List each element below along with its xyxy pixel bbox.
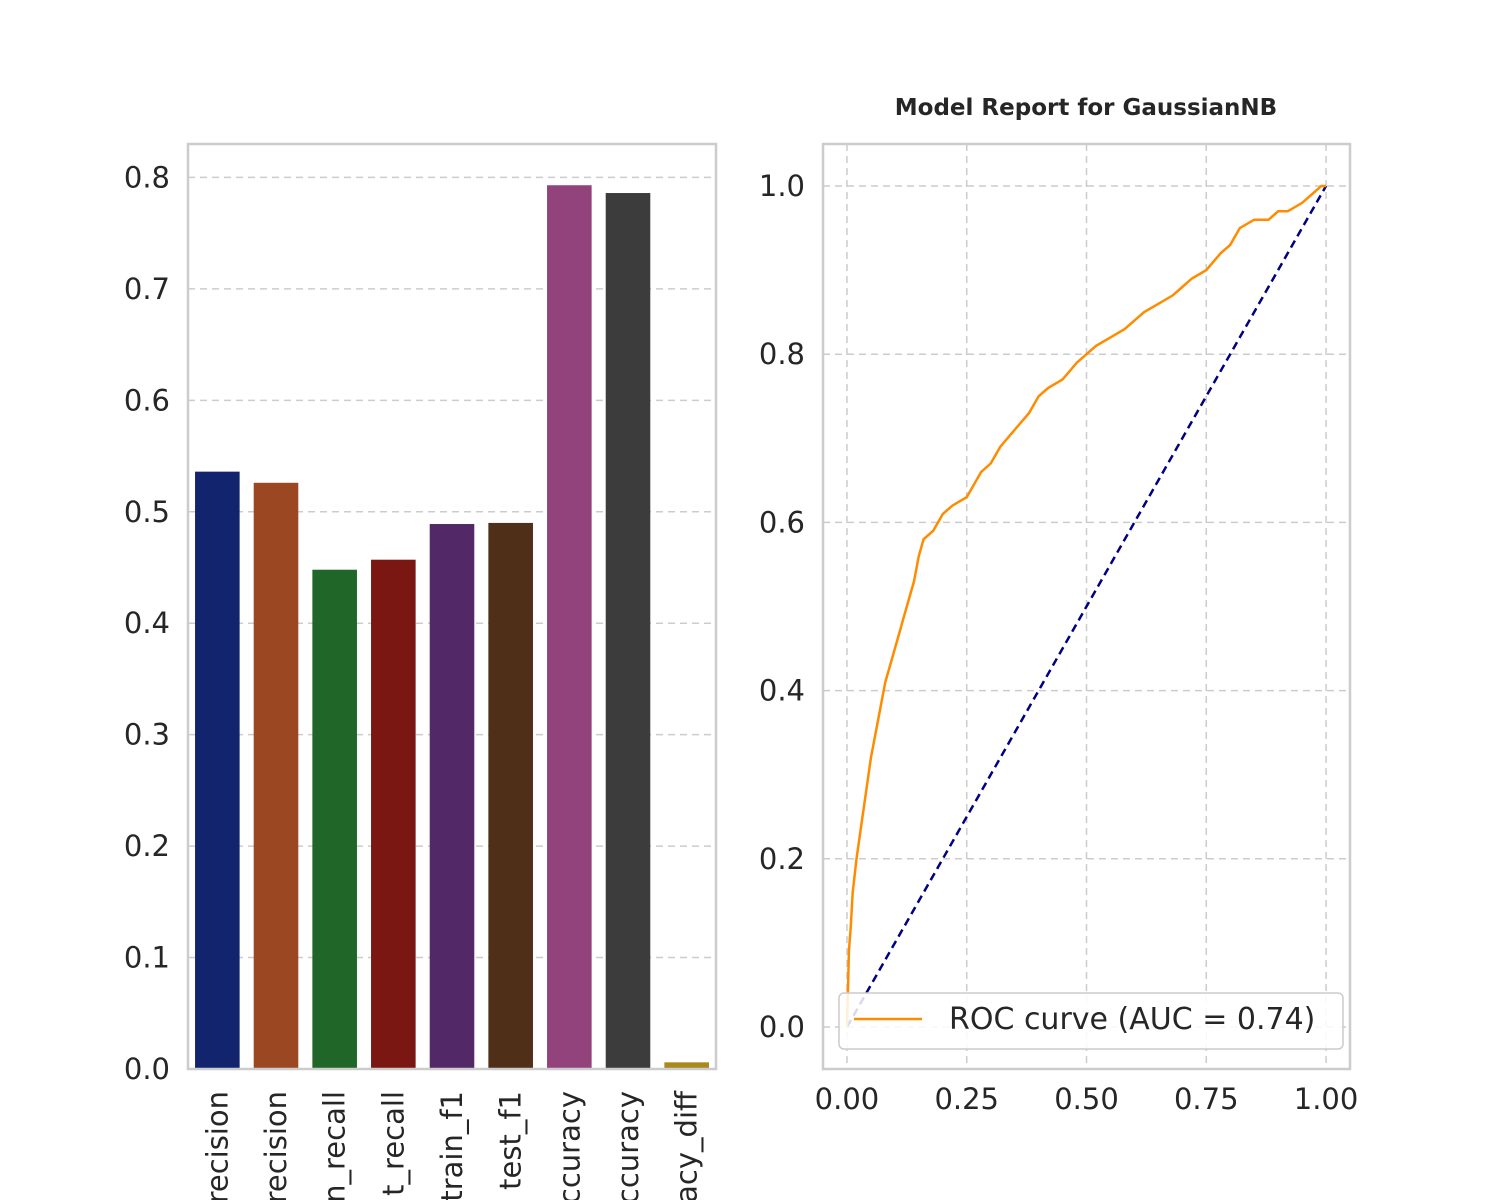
roc-chart-x-tick-label: 0.75 [1174,1082,1239,1116]
bar-chart-x-ticks: recision recision n_recall t_recall train_f1… [200,1090,703,1200]
roc-chart-lines [845,184,1328,1028]
bar-chart-y-tick-label: 0.0 [124,1052,170,1086]
roc-chart-y-tick-label: 0.8 [759,337,805,371]
legend-box [838,992,1344,1050]
bar-train-f1 [429,524,475,1069]
bar-chart-y-ticks: 0.0 0.1 0.2 0.3 0.4 0.5 0.6 0.7 0.8 [124,160,170,1086]
bar-chart-x-tick-label: test_f1 [494,1091,528,1190]
bar-chart-y-tick-label: 0.2 [124,829,170,863]
bar-chart-frame [186,142,718,1071]
bar-train-recall [312,569,357,1069]
bar-chart-x-tick-label: t_recall [376,1091,410,1196]
roc-chart-y-tick-label: 0.2 [759,842,805,876]
roc-curve-line [845,184,1326,1028]
roc-chart: Model Report for GaussianNB 0.0 0.2 0.4 0.6… [759,95,1358,1116]
bar-chart-x-tick-label: acy_diff [670,1090,704,1200]
roc-chart-y-ticks: 0.0 0.2 0.4 0.6 0.8 1.0 [759,169,805,1044]
bar-chart-x-tick-label: ccuracy [611,1091,645,1200]
legend: ROC curve (AUC = 0.74) [838,992,1344,1050]
bar-chart-bars [195,185,709,1070]
roc-chart-y-tick-label: 1.0 [759,169,805,203]
roc-chart-y-tick-label: 0.6 [759,505,805,539]
metrics-bar-chart: 0.00.10.20.30.40.50.60.70.8 recision reci… [124,142,718,1200]
bar-chart-x-tick-label: ccuracy [552,1091,586,1200]
bar-train-accuracy [547,185,592,1070]
bar-test-f1 [488,522,533,1069]
roc-chart-x-tick-label: 1.00 [1294,1082,1359,1116]
bar-chart-x-tick-label: n_recall [318,1091,352,1200]
random-baseline-line [845,185,1328,1028]
roc-chart-x-tick-label: 0.00 [815,1082,880,1116]
bar-chart-x-tick-label: recision [259,1091,293,1200]
roc-chart-x-tick-label: 0.25 [934,1082,999,1116]
legend-label-roc: ROC curve (AUC = 0.74) [949,1002,1315,1037]
roc-chart-frame [821,142,1352,1071]
bar-chart-y-tick-label: 0.1 [124,941,170,975]
bar-test-accuracy [605,193,651,1070]
chart-title: Model Report for GaussianNB [895,95,1277,121]
bar-chart-x-tick-label: train_f1 [435,1091,469,1200]
roc-chart-y-tick-label: 0.4 [759,674,805,708]
bar-train-precision [195,471,240,1069]
bar-accuracy-diff [664,1062,709,1069]
bar-chart-x-tick-label: recision [200,1091,234,1200]
bar-chart-y-tick-label: 0.6 [124,383,170,417]
roc-chart-x-tick-label: 0.50 [1054,1082,1119,1116]
bar-chart-y-tick-label: 0.3 [124,718,170,752]
bar-chart-y-tick-label: 0.7 [124,272,170,306]
roc-chart-grid [823,144,1350,1069]
roc-chart-y-tick-label: 0.0 [759,1010,805,1044]
bar-chart-y-tick-label: 0.4 [124,606,170,640]
bar-chart-y-tick-label: 0.5 [124,495,170,529]
bar-test-precision [253,482,299,1069]
bar-chart-y-tick-label: 0.8 [124,160,170,194]
roc-chart-x-ticks: 0.00 0.25 0.50 0.75 1.00 [815,1082,1359,1116]
bar-test-recall [371,559,416,1069]
